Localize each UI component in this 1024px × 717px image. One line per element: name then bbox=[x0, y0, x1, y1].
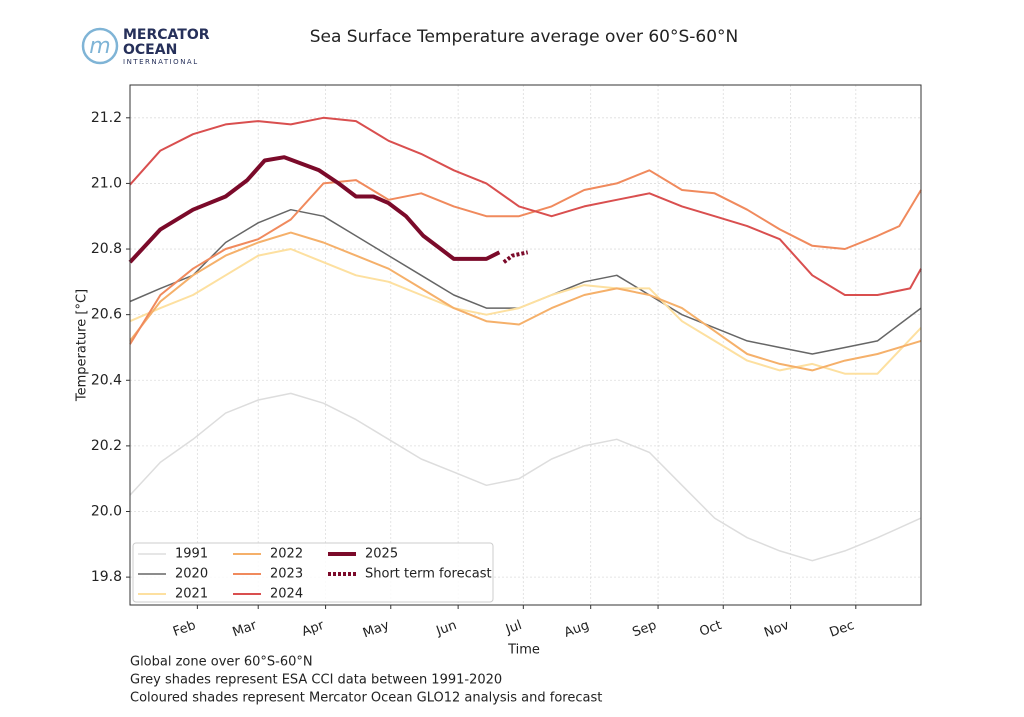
y-axis-label: Temperature [°C] bbox=[75, 289, 90, 402]
y-tick-label: 20.4 bbox=[91, 372, 122, 388]
x-tick-label: Jun bbox=[434, 618, 459, 639]
logo: m MERCATOR OCEAN INTERNATIONAL bbox=[81, 27, 210, 66]
legend-label: 2025 bbox=[365, 547, 398, 562]
series-line bbox=[129, 116, 922, 296]
logo-text: INTERNATIONAL bbox=[123, 58, 199, 66]
legend-label: 2021 bbox=[175, 587, 208, 602]
y-tick-label: 19.8 bbox=[91, 569, 122, 585]
plot-frame bbox=[129, 84, 922, 606]
x-tick-label: Dec bbox=[828, 618, 857, 641]
legend-box bbox=[132, 542, 494, 603]
series-line bbox=[129, 208, 922, 355]
y-tick-label: 20.2 bbox=[91, 438, 122, 454]
y-tick-label: 21.0 bbox=[91, 175, 122, 191]
note: Global zone over 60°S-60°N bbox=[130, 655, 313, 670]
lines bbox=[128, 116, 922, 562]
x-tick-label: Sep bbox=[630, 618, 658, 640]
x-tick-label: Feb bbox=[171, 618, 198, 640]
grid: 19.8 20.0 20.2 20.4 20.6 20.8 21.0 21.2 Feb Mar Ap… bbox=[91, 85, 921, 641]
x-tick-label: Oct bbox=[698, 618, 724, 640]
chart-title: Sea Surface Temperature average over 60°… bbox=[310, 27, 739, 47]
x-axis-label: Time bbox=[507, 643, 540, 658]
x-tick-label: Mar bbox=[231, 618, 260, 641]
note: Coloured shades represent Mercator Ocean… bbox=[130, 691, 602, 706]
series-line bbox=[129, 392, 922, 562]
logo-text: OCEAN bbox=[123, 42, 177, 58]
y-tick-label: 20.6 bbox=[91, 307, 122, 323]
legend-label: Short term forecast bbox=[365, 567, 492, 582]
series-line bbox=[129, 231, 922, 372]
x-tick-label: Aug bbox=[562, 618, 591, 641]
legend-label: 2022 bbox=[270, 547, 303, 562]
logo-glyph: m bbox=[89, 34, 110, 59]
legend-label: 1991 bbox=[175, 547, 208, 562]
series-line bbox=[502, 250, 529, 264]
logo-circle bbox=[81, 27, 119, 65]
x-tick-label: Jul bbox=[503, 618, 524, 638]
series-line bbox=[129, 248, 922, 375]
y-tick-label: 20.8 bbox=[91, 241, 122, 257]
note: Grey shades represent ESA CCI data betwe… bbox=[130, 673, 502, 688]
legend-label: 2024 bbox=[270, 587, 303, 602]
y-tick-label: 21.2 bbox=[91, 110, 122, 126]
legend-label: 2020 bbox=[175, 567, 208, 582]
series-line bbox=[128, 155, 501, 264]
legend: 1991 2020 2021 2022 2023 2024 2025 Short term f… bbox=[132, 542, 494, 603]
legend-label: 2023 bbox=[270, 567, 303, 582]
x-tick-label: May bbox=[361, 618, 392, 641]
series-line bbox=[129, 169, 922, 345]
y-tick-label: 20.0 bbox=[91, 503, 122, 519]
x-tick-label: Nov bbox=[762, 618, 791, 641]
logo-text: MERCATOR bbox=[123, 27, 210, 43]
x-tick-label: Apr bbox=[300, 618, 327, 640]
